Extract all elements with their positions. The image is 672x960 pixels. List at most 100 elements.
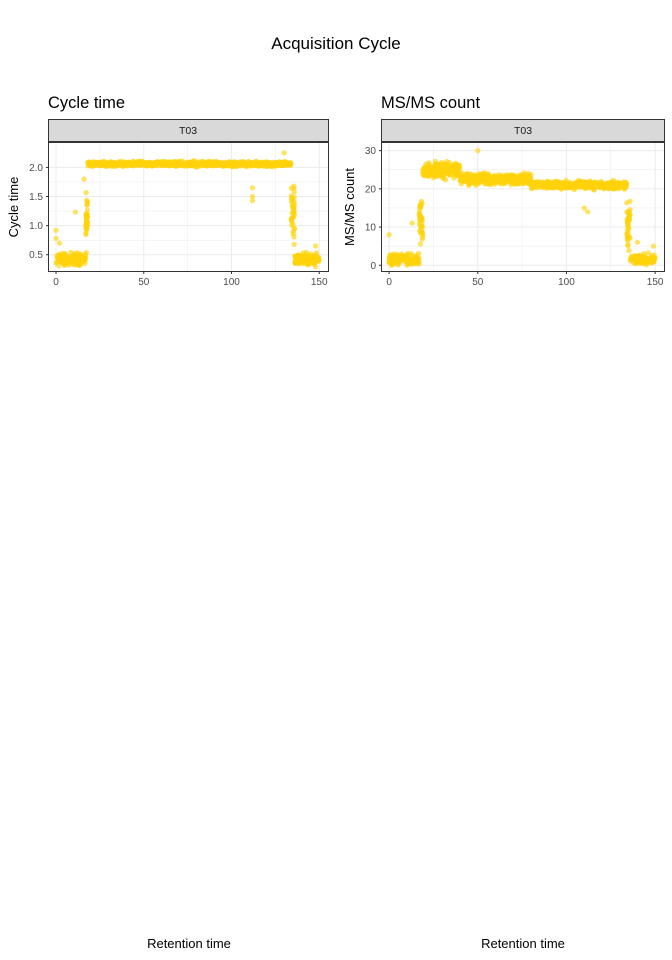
data-point bbox=[418, 226, 424, 232]
data-point bbox=[289, 195, 295, 201]
x-tick-label: 0 bbox=[53, 277, 59, 288]
data-point bbox=[482, 181, 488, 187]
data-point bbox=[275, 161, 281, 167]
data-point bbox=[84, 225, 90, 231]
data-point bbox=[435, 166, 441, 172]
data-point bbox=[551, 180, 557, 186]
data-point bbox=[487, 179, 493, 185]
data-point bbox=[485, 171, 491, 177]
chart-title: MS/MS count bbox=[381, 94, 480, 112]
data-point bbox=[161, 162, 168, 169]
data-point bbox=[555, 184, 562, 190]
data-point bbox=[390, 253, 397, 259]
facet-strip bbox=[48, 119, 329, 142]
data-point bbox=[550, 184, 557, 190]
y-tick-label: 20 bbox=[365, 184, 377, 195]
y-tick-label: 1.5 bbox=[29, 192, 43, 203]
data-point bbox=[570, 182, 576, 188]
page-title: Acquisition Cycle bbox=[271, 34, 401, 53]
data-point bbox=[410, 259, 416, 265]
data-point bbox=[582, 185, 588, 191]
data-point bbox=[616, 181, 622, 187]
x-tick-label: 100 bbox=[223, 277, 240, 288]
data-point bbox=[176, 159, 182, 165]
data-point bbox=[291, 199, 297, 205]
data-point bbox=[397, 255, 403, 261]
data-point bbox=[583, 180, 589, 186]
y-tick-label: 1.0 bbox=[29, 221, 43, 232]
data-point bbox=[96, 161, 103, 167]
data-point bbox=[635, 258, 641, 264]
data-point bbox=[313, 264, 319, 270]
data-point bbox=[468, 179, 474, 186]
data-point bbox=[593, 183, 599, 189]
data-point bbox=[472, 176, 478, 182]
data-point bbox=[249, 185, 256, 191]
data-point bbox=[291, 234, 297, 240]
data-point bbox=[134, 161, 140, 167]
data-point bbox=[292, 260, 298, 266]
data-point bbox=[581, 205, 587, 211]
data-point bbox=[628, 257, 635, 263]
data-point bbox=[75, 254, 81, 260]
data-point bbox=[439, 173, 445, 179]
data-point bbox=[292, 225, 298, 232]
data-point bbox=[313, 243, 319, 249]
data-point bbox=[429, 170, 435, 176]
data-point bbox=[496, 172, 502, 178]
data-point bbox=[249, 198, 256, 204]
data-point bbox=[601, 181, 607, 187]
data-point bbox=[566, 181, 572, 187]
data-point bbox=[502, 174, 508, 180]
data-point bbox=[72, 209, 78, 215]
data-point bbox=[296, 253, 302, 259]
data-point bbox=[643, 260, 649, 266]
x-tick-label: 0 bbox=[386, 277, 392, 288]
data-point bbox=[84, 211, 90, 217]
data-point bbox=[312, 252, 318, 258]
data-point bbox=[194, 160, 200, 166]
data-point bbox=[516, 181, 522, 187]
x-tick-label: 100 bbox=[558, 277, 575, 288]
data-point bbox=[537, 180, 543, 186]
data-point bbox=[626, 248, 632, 254]
data-point bbox=[209, 160, 215, 166]
data-point bbox=[419, 236, 425, 242]
data-point bbox=[138, 162, 144, 168]
data-point bbox=[624, 227, 631, 233]
data-point bbox=[291, 185, 297, 191]
y-tick-label: 30 bbox=[365, 146, 377, 157]
data-point bbox=[437, 161, 443, 167]
data-point bbox=[408, 250, 414, 257]
data-point bbox=[440, 167, 446, 173]
data-point bbox=[83, 249, 89, 256]
data-point bbox=[264, 161, 270, 167]
plot-border bbox=[381, 142, 665, 272]
data-point bbox=[169, 160, 175, 166]
data-point bbox=[83, 231, 89, 237]
cycle-time-chart: Cycle time T03 0.5 1.0 1.5 2.0 0 50 100 150 Cyc… bbox=[6, 94, 329, 951]
y-tick-label: 0 bbox=[370, 261, 376, 272]
msms-count-chart: MS/MS count T03 0 10 20 30 0 50 100 150 MS/MS c… bbox=[342, 94, 665, 951]
data-point bbox=[53, 227, 59, 233]
data-point bbox=[481, 171, 487, 177]
x-tick-label: 150 bbox=[311, 277, 328, 288]
data-point bbox=[305, 255, 311, 261]
data-point bbox=[386, 232, 392, 238]
data-point bbox=[611, 184, 617, 190]
data-point bbox=[103, 160, 109, 166]
data-point bbox=[125, 161, 131, 167]
data-point bbox=[79, 257, 85, 264]
data-point bbox=[533, 179, 539, 186]
data-point bbox=[121, 162, 127, 168]
data-point bbox=[239, 161, 245, 167]
data-point bbox=[624, 200, 630, 206]
data-point bbox=[414, 253, 420, 259]
data-point bbox=[575, 184, 581, 190]
y-axis-label: MS/MS count bbox=[342, 168, 357, 246]
data-point bbox=[311, 260, 318, 266]
data-point bbox=[650, 243, 657, 249]
data-point bbox=[464, 171, 470, 177]
data-point bbox=[53, 235, 59, 241]
